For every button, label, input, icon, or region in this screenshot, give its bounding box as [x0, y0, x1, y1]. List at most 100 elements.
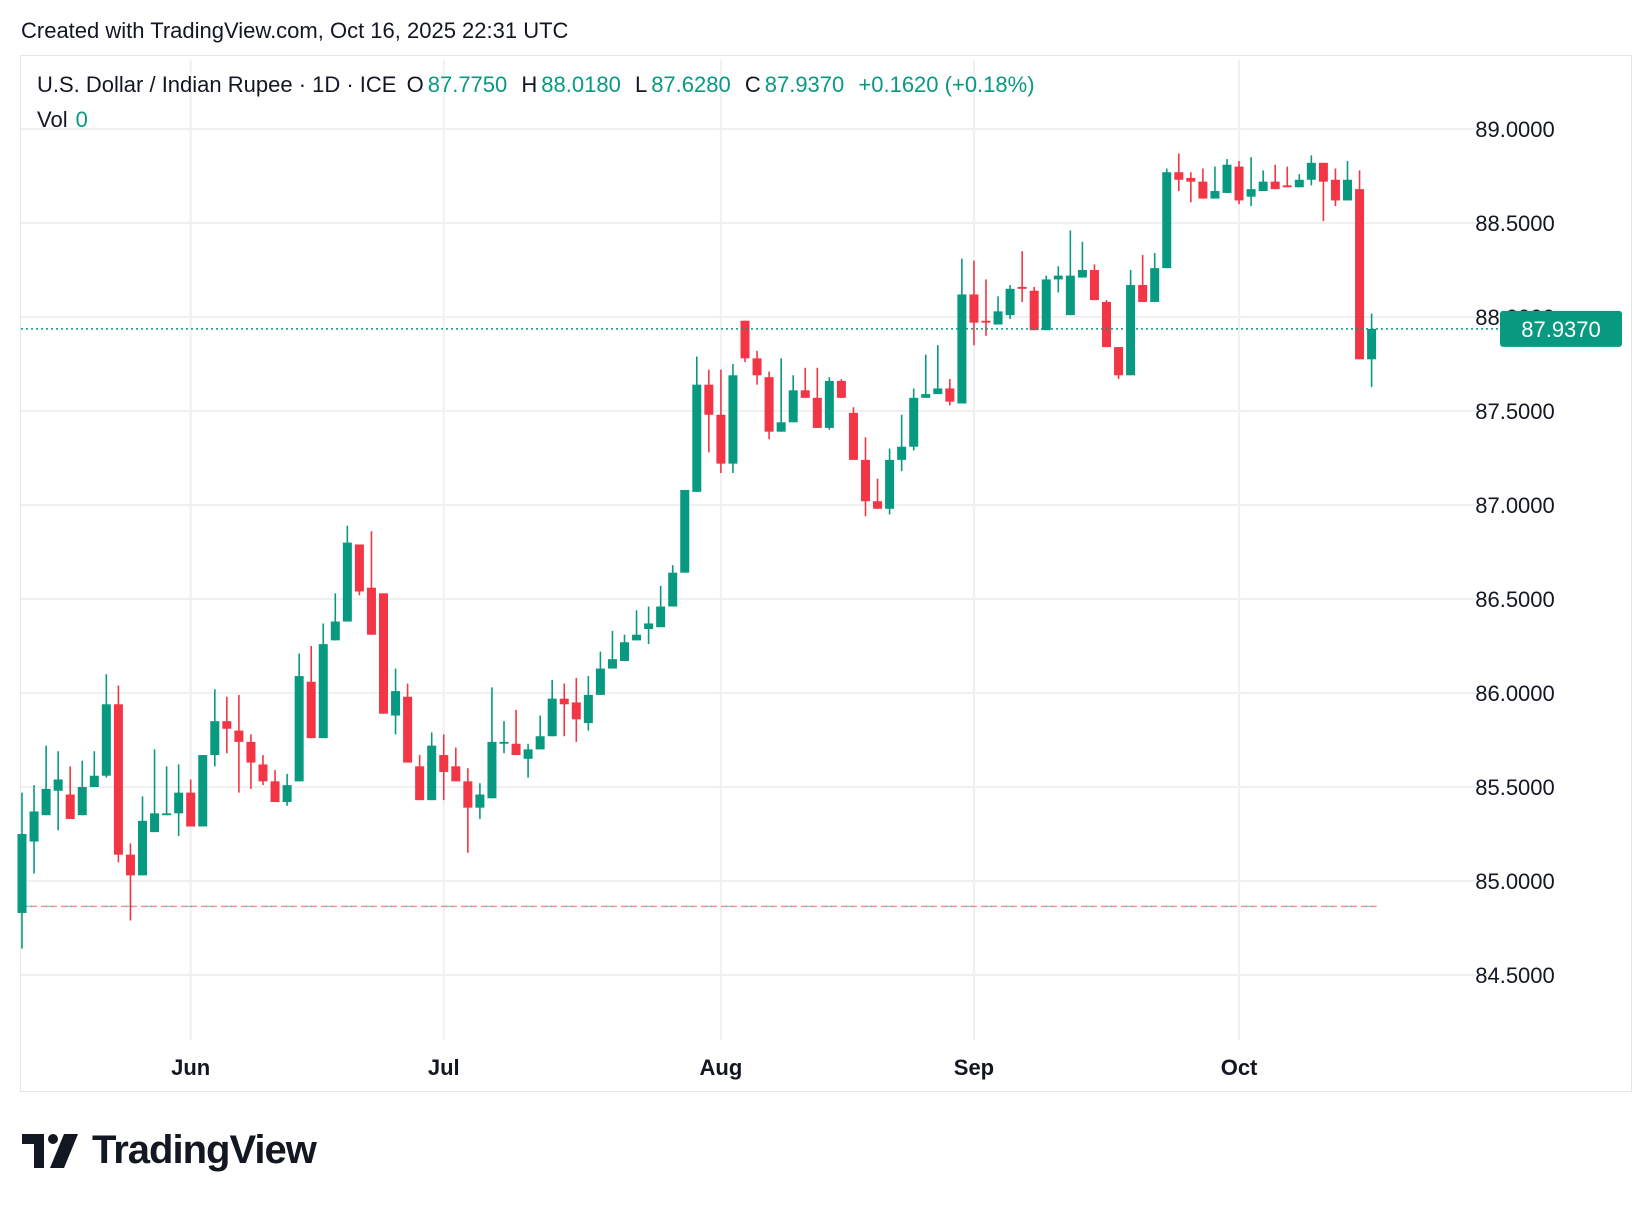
candle-body — [330, 621, 340, 641]
candle-body — [439, 755, 449, 772]
candle-body — [716, 414, 726, 464]
candle-body — [113, 704, 123, 855]
candle-body — [1355, 189, 1365, 360]
candle-body — [427, 745, 437, 801]
x-tick-label: Sep — [954, 1055, 994, 1080]
candle-body — [379, 593, 388, 714]
candle-body — [1017, 286, 1027, 289]
candle-body — [89, 775, 99, 787]
candle-body — [933, 388, 943, 395]
candle-body — [1114, 347, 1124, 376]
candle-body — [318, 644, 328, 739]
candle-body — [294, 676, 304, 782]
candle-body — [162, 813, 172, 816]
candle-body — [463, 781, 473, 808]
candle-body — [342, 542, 352, 622]
candle-body — [270, 781, 280, 803]
candle-body — [1126, 285, 1136, 376]
candle-body — [53, 779, 63, 791]
candle-body — [65, 794, 75, 819]
candle-body — [752, 358, 762, 376]
candle-body — [873, 501, 883, 509]
candle-body — [945, 388, 955, 402]
candle-body — [125, 854, 135, 876]
tradingview-logo: TradingView — [22, 1128, 317, 1173]
vol-label: Vol — [37, 107, 68, 132]
close-value: 87.9370 — [764, 72, 845, 97]
high-value: 88.0180 — [541, 72, 621, 97]
candle-body — [788, 390, 798, 423]
candle-body — [607, 659, 617, 669]
x-tick-label: Jul — [428, 1055, 460, 1080]
y-tick-label: 85.0000 — [1475, 869, 1555, 894]
candle-body — [897, 446, 907, 460]
candle-body — [535, 736, 545, 750]
x-tick-label: Aug — [700, 1055, 743, 1080]
candle-body — [234, 730, 244, 742]
candle-body — [800, 390, 810, 398]
candle-body — [668, 572, 678, 607]
candle-body — [1005, 288, 1015, 316]
candle-body — [1222, 164, 1232, 193]
candle-body — [523, 749, 533, 759]
candle-body — [101, 704, 111, 776]
change-value: +0.1620 (+0.18%) — [858, 72, 1035, 97]
candle-body — [1343, 179, 1352, 201]
candle-body — [1246, 189, 1256, 197]
candle-body — [354, 544, 364, 592]
candle-body — [921, 394, 931, 398]
candle-body — [1138, 285, 1148, 302]
candle-body — [77, 787, 87, 816]
candle-body — [1270, 181, 1280, 190]
y-tick-label: 86.5000 — [1475, 587, 1555, 612]
vol-value: 0 — [75, 107, 88, 132]
y-tick-label: 85.5000 — [1475, 775, 1555, 800]
candle-body — [210, 721, 220, 756]
y-tick-label: 87.5000 — [1475, 399, 1555, 424]
last-price-tag — [1500, 310, 1622, 347]
candle-body — [366, 587, 376, 635]
candle-body — [547, 698, 557, 737]
tradingview-logo-icon — [22, 1133, 78, 1168]
candle-body — [993, 311, 1003, 325]
candle-body — [740, 320, 750, 359]
candle-body — [246, 741, 256, 763]
candle-body — [704, 384, 714, 415]
candle-body — [1041, 279, 1051, 331]
candle-body — [1282, 185, 1292, 188]
candle-body — [17, 834, 27, 913]
candle-body — [1077, 270, 1087, 278]
candle-body — [174, 792, 184, 814]
close-label: C — [744, 72, 761, 97]
candle-body — [198, 755, 208, 827]
candle-body — [969, 294, 979, 323]
x-tick-label: Oct — [1221, 1055, 1258, 1080]
candle-body — [186, 792, 196, 827]
open-value: 87.7750 — [427, 72, 508, 97]
candle-body — [1306, 162, 1316, 180]
candle-body — [391, 691, 401, 716]
low-value: 87.6280 — [651, 72, 731, 97]
candle-body — [138, 820, 147, 876]
low-label: L — [634, 72, 648, 97]
candle-body — [680, 489, 690, 573]
candle-body — [403, 696, 413, 763]
candle-body — [776, 422, 786, 432]
candle-body — [1150, 268, 1160, 302]
candle-body — [415, 766, 425, 801]
candle-body — [981, 320, 991, 323]
candle-body — [282, 785, 292, 803]
candle-body — [812, 397, 822, 428]
candle-body — [487, 741, 497, 799]
candle-body — [1029, 290, 1039, 331]
candle-body — [451, 766, 461, 782]
chart-frame — [20, 55, 1632, 1092]
created-with-text: Created with TradingView.com, Oct 16, 20… — [21, 18, 569, 43]
candle-body — [150, 813, 160, 833]
candle-body — [41, 788, 51, 816]
candle-body — [1367, 328, 1377, 360]
last-price-label: 87.9370 — [1521, 317, 1601, 342]
candle-body — [836, 380, 846, 398]
